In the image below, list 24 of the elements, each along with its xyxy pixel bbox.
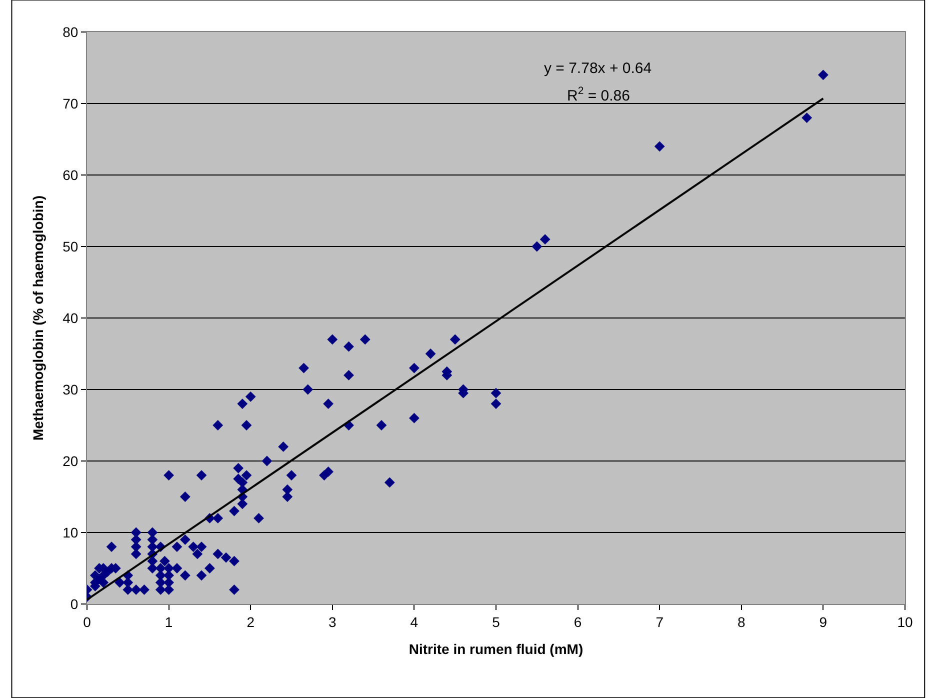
x-tick-label: 5 [492,614,500,630]
y-tick-label: 0 [70,596,78,612]
x-tick-label: 0 [83,614,92,630]
y-tick-label: 20 [62,452,78,469]
y-tick-label: 30 [62,381,78,398]
x-axis-title: Nitrite in rumen fluid (mM) [408,641,584,658]
y-tick-label: 10 [62,524,78,540]
x-tick-label: 9 [819,614,828,630]
y-tick-label: 40 [62,310,78,326]
x-tick-label: 2 [246,614,255,630]
x-tick-label: 4 [410,614,418,630]
x-tick-label: 10 [897,614,913,630]
y-tick-label: 80 [62,24,78,40]
y-tick-label: 60 [62,166,78,183]
x-tick-label: 8 [738,614,746,630]
x-tick-label: 6 [574,614,582,630]
x-tick-label: 3 [328,614,336,630]
y-tick-label: 70 [62,95,78,112]
annotation: R$^{2}$ = 0.86 [567,85,630,104]
annotation: y = 7.78x + 0.64 [544,60,652,77]
x-tick-label: 1 [164,614,173,630]
y-axis-title: Methaemoglobin (% of haemoglobin) [30,196,46,440]
y-tick-label: 50 [62,238,78,254]
x-tick-label: 7 [656,614,664,630]
